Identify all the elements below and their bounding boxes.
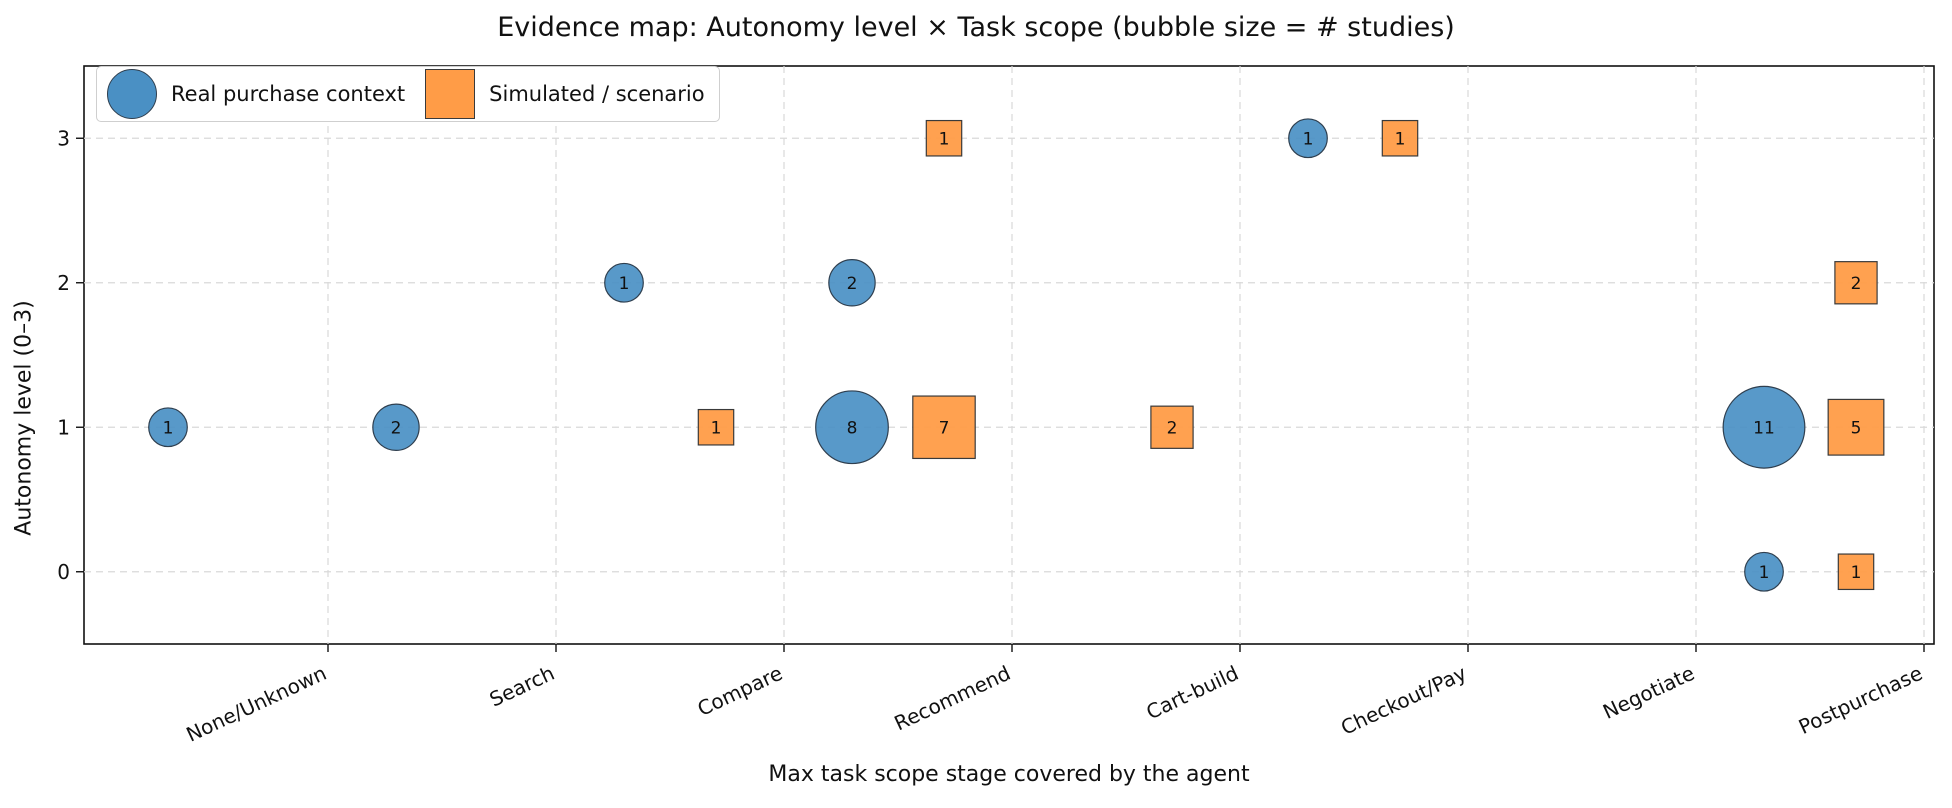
count-label: 1	[1759, 563, 1770, 583]
simulated-square-compare-level-1	[697, 408, 735, 446]
x-tick-label-cart-build: Cart-build	[1143, 661, 1243, 724]
x-tick-label-checkout-pay: Checkout/Pay	[1337, 661, 1470, 740]
y-axis-label: Autonomy level (0–3)	[11, 300, 37, 536]
x-axis-label: Max task scope stage covered by the agen…	[768, 762, 1250, 787]
real-bubble-checkout-pay-level-3	[1288, 118, 1328, 159]
y-tick-label: 3	[57, 126, 70, 150]
count-label: 2	[1851, 274, 1862, 294]
count-label: 2	[391, 418, 402, 438]
legend-label-simulated: Simulated / scenario	[489, 82, 705, 106]
legend: Real purchase context Simulated / scenar…	[96, 66, 720, 122]
count-label: 1	[1303, 129, 1314, 149]
legend-item-simulated: Simulated / scenario	[425, 69, 705, 119]
x-tick-label-none-unknown: None/Unknown	[182, 661, 330, 747]
y-tick-label: 0	[57, 560, 70, 584]
x-tick-label-postpurchase: Postpurchase	[1795, 661, 1926, 739]
count-label: 1	[939, 129, 950, 149]
legend-item-real: Real purchase context	[107, 69, 405, 119]
grid-lines	[84, 66, 1934, 644]
count-label: 1	[163, 418, 174, 438]
legend-circle-marker	[107, 69, 157, 119]
simulated-square-recommend-level-3	[925, 119, 963, 157]
x-tick-label-recommend: Recommend	[891, 661, 1015, 736]
simulated-square-postpurchase-level-0	[1837, 553, 1875, 591]
count-label: 1	[1395, 129, 1406, 149]
real-bubble-none-unknown-level-1	[148, 407, 188, 448]
count-label: 2	[847, 274, 858, 294]
count-label: 1	[619, 274, 630, 294]
real-bubble-recommend-level-2	[828, 258, 876, 307]
count-label: 7	[939, 418, 950, 438]
real-bubble-postpurchase-level-0	[1744, 551, 1784, 592]
x-tick-label-compare: Compare	[694, 661, 786, 721]
real-bubble-postpurchase-level-1	[1722, 385, 1806, 469]
y-tick-label: 2	[57, 271, 70, 295]
count-label: 8	[847, 418, 858, 438]
simulated-square-cart-build-level-1	[1150, 405, 1194, 449]
simulated-square-postpurchase-level-2	[1834, 261, 1878, 305]
real-bubble-compare-level-2	[604, 262, 644, 303]
y-tick-label: 1	[57, 415, 70, 439]
real-bubble-search-level-1	[372, 403, 420, 452]
chart-title: Evidence map: Autonomy level × Task scop…	[497, 12, 1455, 43]
x-tick-label-negotiate: Negotiate	[1599, 661, 1698, 724]
real-bubble-recommend-level-1	[815, 390, 889, 465]
simulated-square-recommend-level-1	[912, 395, 976, 460]
count-label: 1	[711, 418, 722, 438]
plot-area	[83, 65, 1935, 645]
legend-label-real: Real purchase context	[171, 82, 406, 106]
legend-square-marker	[425, 69, 476, 119]
count-label: 1	[1851, 563, 1862, 583]
count-label: 5	[1851, 418, 1862, 438]
x-tick-label-search: Search	[486, 661, 558, 712]
count-label: 11	[1753, 418, 1775, 438]
simulated-square-postpurchase-level-1	[1827, 398, 1885, 456]
count-label: 2	[1167, 418, 1178, 438]
simulated-square-checkout-pay-level-3	[1381, 119, 1419, 157]
